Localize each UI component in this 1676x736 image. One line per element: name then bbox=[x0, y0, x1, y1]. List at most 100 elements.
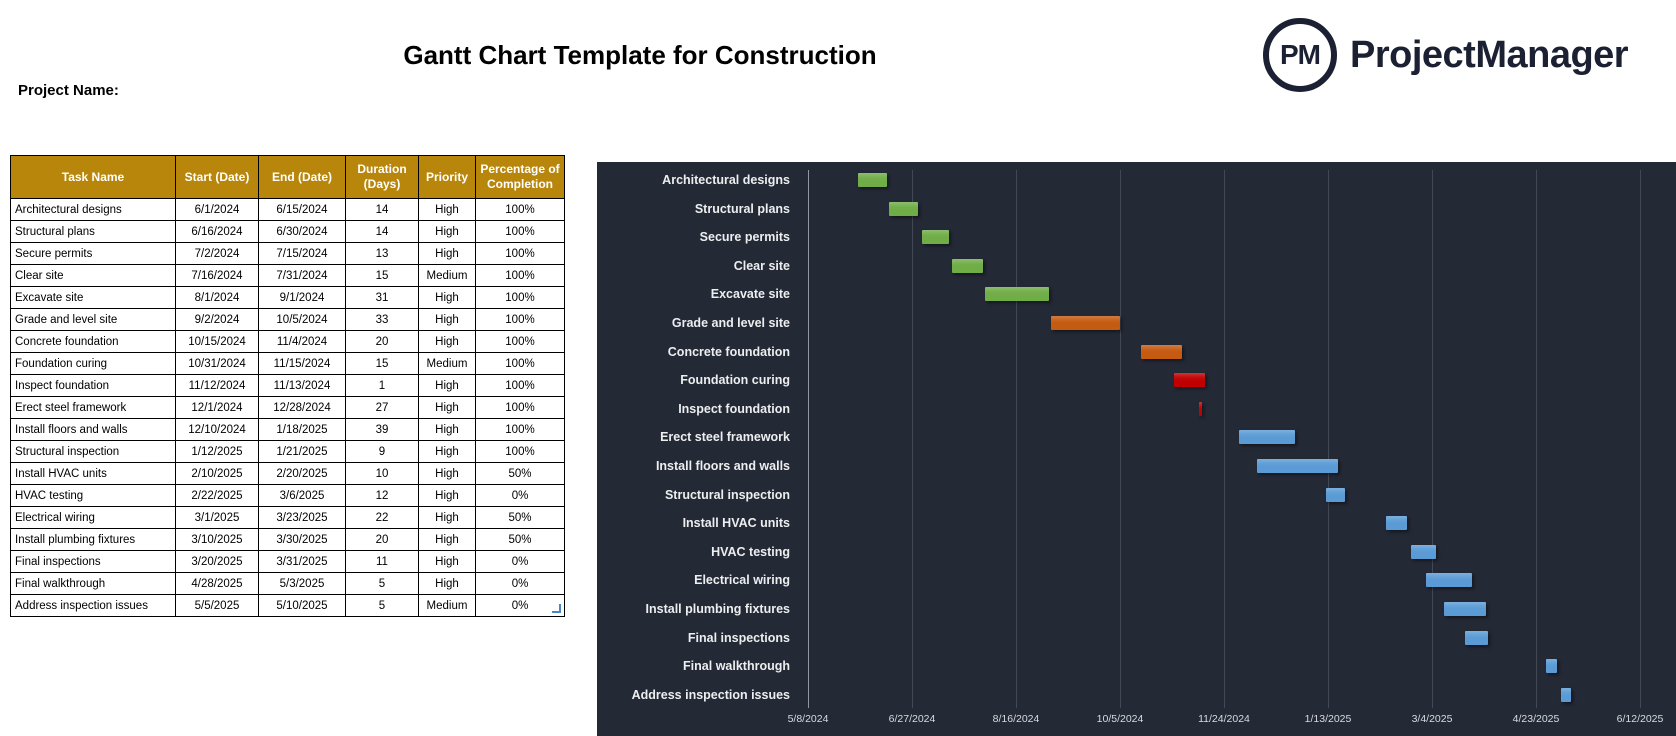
table-cell[interactable]: High bbox=[418, 330, 476, 353]
table-cell[interactable]: 11 bbox=[345, 550, 419, 573]
table-cell[interactable]: 5 bbox=[345, 572, 419, 595]
table-cell[interactable]: Install HVAC units bbox=[10, 462, 176, 485]
table-cell[interactable]: High bbox=[418, 550, 476, 573]
table-cell[interactable]: High bbox=[418, 374, 476, 397]
table-cell[interactable]: 100% bbox=[475, 352, 565, 375]
table-cell[interactable]: 0% bbox=[475, 594, 565, 617]
column-header[interactable]: Start (Date) bbox=[175, 155, 259, 199]
table-cell[interactable]: Erect steel framework bbox=[10, 396, 176, 419]
table-cell[interactable]: 3/30/2025 bbox=[258, 528, 346, 551]
gantt-bar[interactable] bbox=[1199, 401, 1202, 416]
gantt-bar[interactable] bbox=[889, 201, 919, 216]
table-cell[interactable]: 100% bbox=[475, 440, 565, 463]
table-cell[interactable]: 11/15/2024 bbox=[258, 352, 346, 375]
table-cell[interactable]: Clear site bbox=[10, 264, 176, 287]
table-cell[interactable]: 1/21/2025 bbox=[258, 440, 346, 463]
table-cell[interactable]: High bbox=[418, 286, 476, 309]
table-cell[interactable]: 7/31/2024 bbox=[258, 264, 346, 287]
gantt-bar[interactable] bbox=[1386, 516, 1408, 531]
table-cell[interactable]: 33 bbox=[345, 308, 419, 331]
gantt-bar[interactable] bbox=[1051, 316, 1120, 330]
table-cell[interactable]: 8/1/2024 bbox=[175, 286, 259, 309]
table-cell[interactable]: Grade and level site bbox=[10, 308, 176, 331]
table-cell[interactable]: 39 bbox=[345, 418, 419, 441]
table-cell[interactable]: 5/5/2025 bbox=[175, 594, 259, 617]
table-cell[interactable]: 11/12/2024 bbox=[175, 374, 259, 397]
table-cell[interactable]: 3/31/2025 bbox=[258, 550, 346, 573]
table-cell[interactable]: 10/15/2024 bbox=[175, 330, 259, 353]
table-cell[interactable]: 3/23/2025 bbox=[258, 506, 346, 529]
table-cell[interactable]: Architectural designs bbox=[10, 198, 176, 221]
table-cell[interactable]: 14 bbox=[345, 220, 419, 243]
table-cell[interactable]: 100% bbox=[475, 198, 565, 221]
gantt-bar[interactable] bbox=[1140, 344, 1183, 359]
table-cell[interactable]: 10 bbox=[345, 462, 419, 485]
table-cell[interactable]: 22 bbox=[345, 506, 419, 529]
table-cell[interactable]: 2/20/2025 bbox=[258, 462, 346, 485]
table-cell[interactable]: 100% bbox=[475, 396, 565, 419]
table-cell[interactable]: High bbox=[418, 506, 476, 529]
table-cell[interactable]: 3/1/2025 bbox=[175, 506, 259, 529]
gantt-bar[interactable] bbox=[1465, 630, 1489, 645]
gantt-bar[interactable] bbox=[1174, 373, 1206, 388]
table-cell[interactable]: 1/12/2025 bbox=[175, 440, 259, 463]
table-cell[interactable]: 100% bbox=[475, 242, 565, 265]
table-cell[interactable]: Medium bbox=[418, 352, 476, 375]
table-cell[interactable]: 5/10/2025 bbox=[258, 594, 346, 617]
table-cell[interactable]: 27 bbox=[345, 396, 419, 419]
table-cell[interactable]: 7/15/2024 bbox=[258, 242, 346, 265]
table-cell[interactable]: 9/2/2024 bbox=[175, 308, 259, 331]
table-cell[interactable]: 0% bbox=[475, 550, 565, 573]
table-cell[interactable]: 15 bbox=[345, 352, 419, 375]
gantt-bar[interactable] bbox=[857, 173, 888, 187]
table-cell[interactable]: High bbox=[418, 396, 476, 419]
table-cell[interactable]: Structural inspection bbox=[10, 440, 176, 463]
table-cell[interactable]: 100% bbox=[475, 374, 565, 397]
table-cell[interactable]: Final inspections bbox=[10, 550, 176, 573]
table-cell[interactable]: 3/6/2025 bbox=[258, 484, 346, 507]
gantt-bar[interactable] bbox=[951, 258, 983, 273]
table-cell[interactable]: 100% bbox=[475, 286, 565, 309]
project-name-label[interactable]: Project Name: bbox=[18, 82, 119, 99]
table-cell[interactable]: 10/5/2024 bbox=[258, 308, 346, 331]
table-cell[interactable]: 0% bbox=[475, 572, 565, 595]
gantt-bar[interactable] bbox=[1444, 602, 1487, 616]
gantt-bar[interactable] bbox=[984, 287, 1050, 302]
table-cell[interactable]: 7/16/2024 bbox=[175, 264, 259, 287]
table-cell[interactable]: 5 bbox=[345, 594, 419, 617]
table-cell[interactable]: 50% bbox=[475, 528, 565, 551]
table-cell[interactable]: 6/30/2024 bbox=[258, 220, 346, 243]
table-cell[interactable]: Final walkthrough bbox=[10, 572, 176, 595]
table-cell[interactable]: 100% bbox=[475, 418, 565, 441]
table-cell[interactable]: 6/1/2024 bbox=[175, 198, 259, 221]
table-cell[interactable]: 100% bbox=[475, 264, 565, 287]
table-cell[interactable]: Foundation curing bbox=[10, 352, 176, 375]
table-cell[interactable]: 5/3/2025 bbox=[258, 572, 346, 595]
table-cell[interactable]: Medium bbox=[418, 594, 476, 617]
column-header[interactable]: Duration (Days) bbox=[345, 155, 419, 199]
table-cell[interactable]: 50% bbox=[475, 506, 565, 529]
table-cell[interactable]: 12/28/2024 bbox=[258, 396, 346, 419]
gantt-bar[interactable] bbox=[1546, 659, 1557, 674]
table-cell[interactable]: High bbox=[418, 440, 476, 463]
table-cell[interactable]: 4/28/2025 bbox=[175, 572, 259, 595]
table-cell[interactable]: 3/10/2025 bbox=[175, 528, 259, 551]
table-cell[interactable]: Address inspection issues bbox=[10, 594, 176, 617]
gantt-bar[interactable] bbox=[1411, 544, 1437, 559]
table-cell[interactable]: 6/15/2024 bbox=[258, 198, 346, 221]
table-cell[interactable]: 12 bbox=[345, 484, 419, 507]
table-cell[interactable]: High bbox=[418, 572, 476, 595]
table-cell[interactable]: Install plumbing fixtures bbox=[10, 528, 176, 551]
table-cell[interactable]: 13 bbox=[345, 242, 419, 265]
table-cell[interactable]: High bbox=[418, 528, 476, 551]
table-cell[interactable]: Inspect foundation bbox=[10, 374, 176, 397]
table-cell[interactable]: 1/18/2025 bbox=[258, 418, 346, 441]
table-cell[interactable]: 20 bbox=[345, 528, 419, 551]
table-cell[interactable]: 2/22/2025 bbox=[175, 484, 259, 507]
table-cell[interactable]: 14 bbox=[345, 198, 419, 221]
table-cell[interactable]: High bbox=[418, 242, 476, 265]
table-cell[interactable]: High bbox=[418, 198, 476, 221]
table-cell[interactable]: High bbox=[418, 462, 476, 485]
column-header[interactable]: End (Date) bbox=[258, 155, 346, 199]
table-cell[interactable]: High bbox=[418, 220, 476, 243]
